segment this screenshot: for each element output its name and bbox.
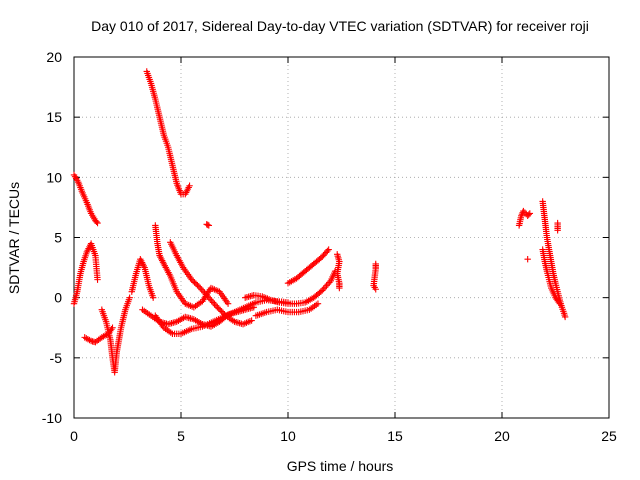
y-tick-label: 15	[46, 109, 62, 125]
x-tick-label: 15	[387, 428, 403, 444]
y-tick-label: 5	[54, 230, 62, 246]
data-point	[126, 294, 133, 301]
data-point	[209, 299, 217, 306]
plot-frame	[73, 56, 610, 419]
data-point	[205, 222, 213, 229]
data-point	[325, 246, 332, 253]
data-point	[556, 300, 563, 307]
data-point	[217, 306, 224, 314]
data-point	[204, 221, 211, 229]
data-point	[208, 297, 215, 305]
tick-labels: 0 5 10 15 20 25 -10 -5 0 5 10 15 20	[42, 49, 617, 444]
data-point	[214, 304, 221, 311]
data-point	[212, 302, 220, 309]
data-point	[526, 210, 534, 217]
data-point	[215, 305, 223, 312]
data-point	[224, 300, 232, 307]
data-point	[561, 313, 569, 321]
data-markers	[70, 68, 569, 376]
data-point	[324, 247, 331, 255]
data-point	[324, 280, 332, 288]
data-point	[198, 286, 205, 293]
data-point	[191, 279, 198, 286]
data-point	[189, 277, 197, 285]
data-point	[372, 286, 379, 293]
data-point	[248, 317, 255, 324]
data-point	[93, 218, 100, 226]
y-tick-label: 0	[54, 290, 62, 306]
data-point	[192, 280, 200, 288]
x-tick-label: 25	[601, 428, 617, 444]
y-tick-label: -5	[50, 350, 63, 366]
data-point	[197, 284, 204, 292]
data-point	[525, 211, 532, 218]
data-point	[94, 276, 101, 283]
x-axis-label: GPS time / hours	[287, 458, 394, 474]
data-point	[94, 219, 101, 227]
data-point	[336, 284, 343, 292]
x-tick-label: 10	[280, 428, 296, 444]
x-tick-label: 0	[70, 428, 78, 444]
y-tick-label: 20	[46, 49, 62, 65]
data-point	[188, 276, 195, 283]
data-point	[320, 285, 327, 293]
data-point	[321, 284, 329, 291]
grid-lines	[74, 57, 609, 418]
y-tick-label: -10	[42, 410, 62, 426]
x-tick-label: 5	[177, 428, 185, 444]
data-point	[314, 300, 322, 307]
data-point	[250, 304, 257, 311]
x-tick-label: 20	[494, 428, 510, 444]
data-point	[211, 300, 218, 308]
data-point	[194, 282, 201, 289]
y-tick-label: 10	[46, 169, 62, 185]
data-point	[149, 294, 157, 301]
y-axis-label: SDTVAR / TECUs	[6, 182, 22, 294]
data-point	[554, 227, 561, 234]
data-point	[218, 308, 225, 315]
data-point	[555, 298, 562, 306]
data-point	[317, 288, 325, 295]
chart-title: Day 010 of 2017, Sidereal Day-to-day VTE…	[91, 18, 589, 34]
data-point	[186, 182, 193, 189]
data-point	[323, 282, 330, 289]
data-point	[207, 296, 214, 303]
data-point	[195, 283, 203, 290]
data-point	[524, 255, 531, 263]
data-point	[219, 309, 227, 317]
